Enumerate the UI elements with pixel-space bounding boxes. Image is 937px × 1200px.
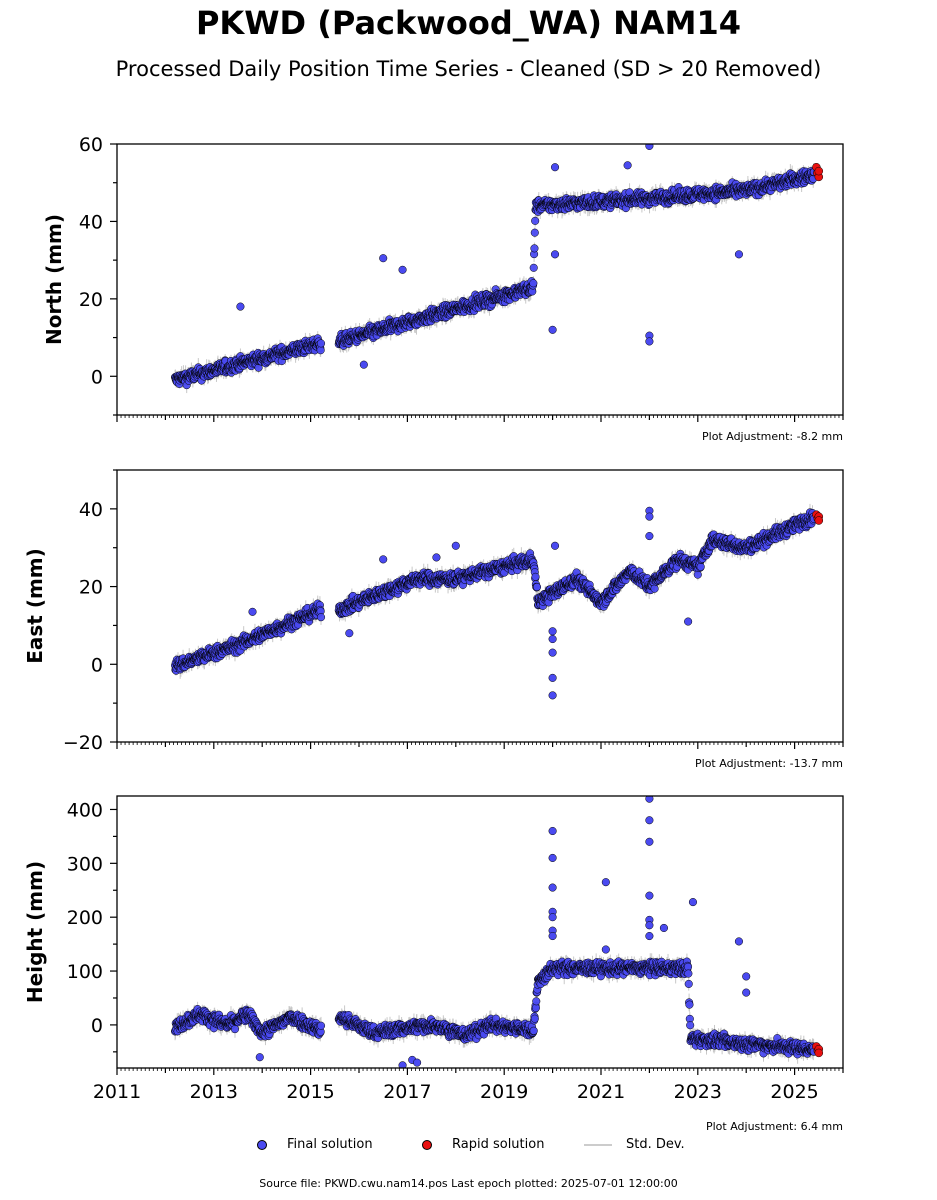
data-point [530,244,539,253]
y-axis-label: North (mm) [42,214,66,345]
final-points-1 [171,144,819,390]
data-point [529,279,538,288]
data-point [531,216,540,225]
outlier-point [398,265,407,274]
plot-area-1 [171,144,824,394]
chart-subtitle: Processed Daily Position Time Series - C… [115,57,822,81]
panel-1: 0 20 40 60 North (mm) Plot Adjustment: -8.2 m… [42,134,844,443]
y-tick-label: 60 [79,134,103,156]
outlier-point [645,337,654,346]
stddev-bars-2 [174,503,815,679]
data-point [529,263,538,272]
outlier-point [734,250,743,259]
y-tick-label: 20 [79,289,103,311]
outlier-point [236,302,245,311]
outlier-point [550,250,560,259]
chart-title: PKWD (Packwood_WA) NAM14 [195,4,742,42]
data-point [316,339,326,348]
outlier-point [623,161,632,170]
outlier-point [379,254,388,263]
outlier-point [645,144,654,150]
outlier-point [359,360,368,369]
plot-adjustment-label: Plot Adjustment: -8.2 mm [702,430,843,443]
y-tick-label: 0 [91,366,103,388]
outlier-point [550,163,560,172]
y-tick-label: 40 [79,211,103,233]
rapid-point [814,166,824,176]
data-point [530,228,539,237]
data-point [316,346,325,355]
plot-area-2 [171,503,824,700]
outlier-point [548,325,557,334]
